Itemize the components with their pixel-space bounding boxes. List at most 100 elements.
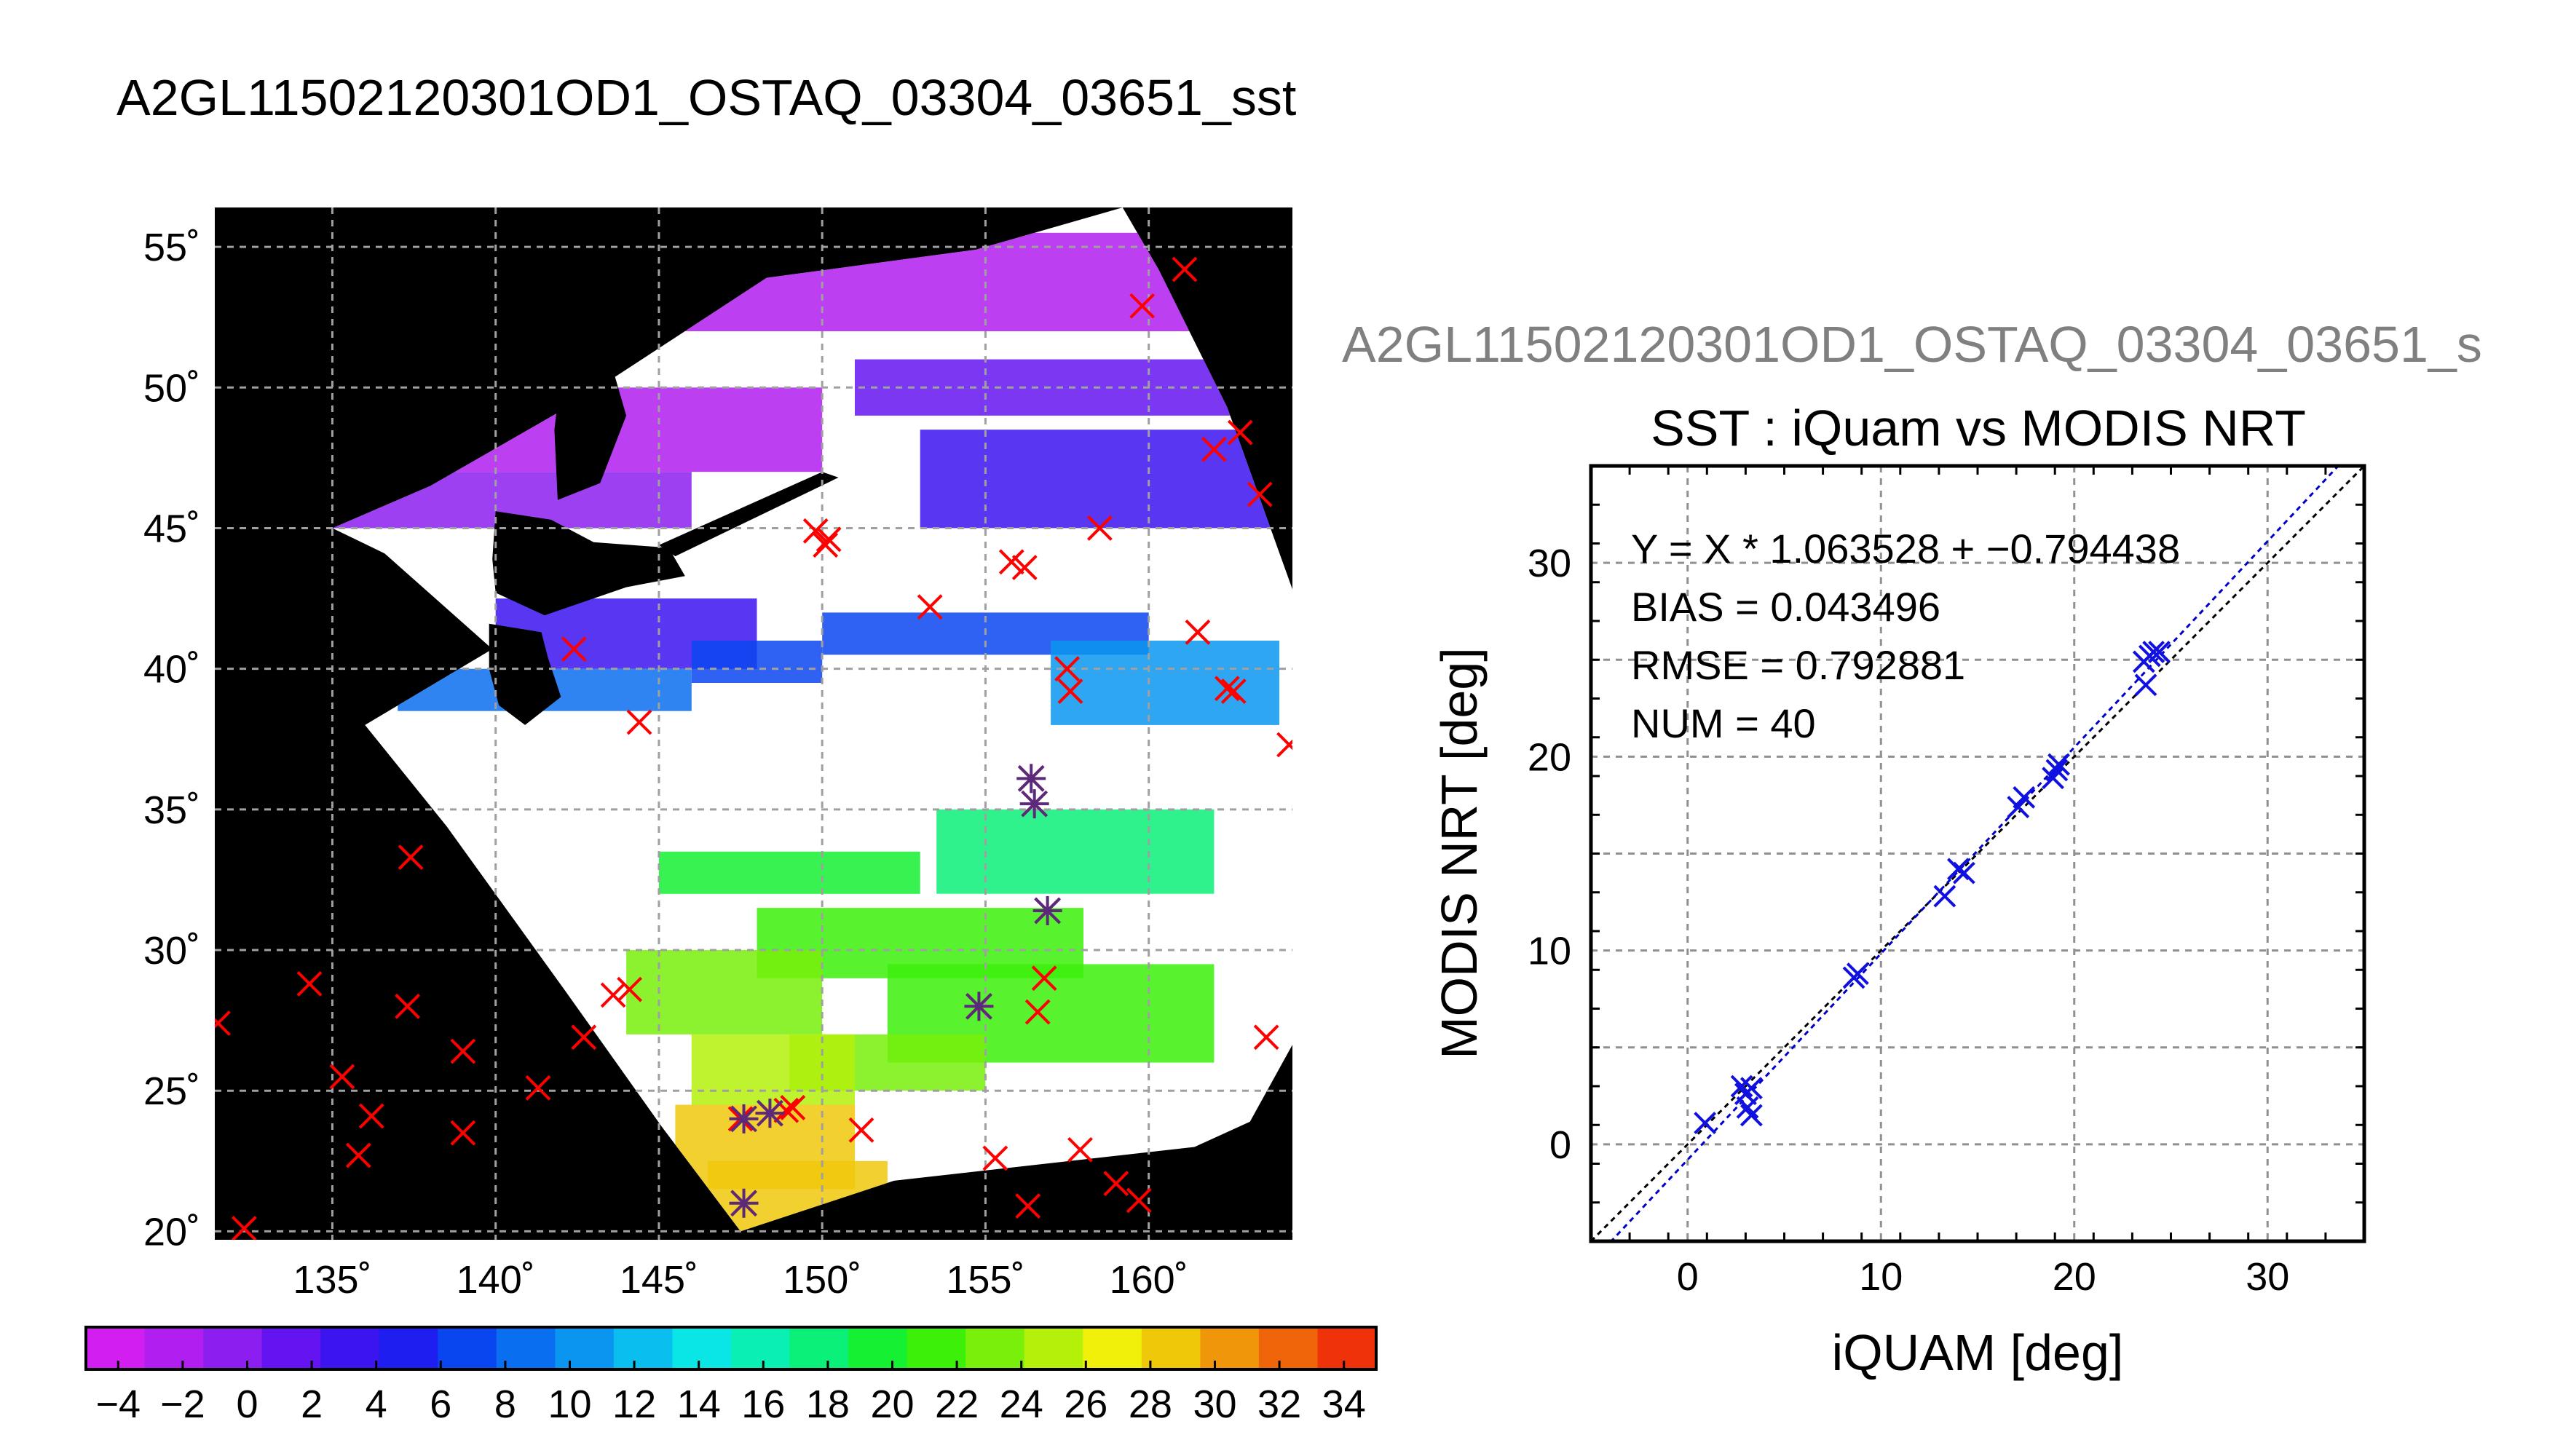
- sst-patch: [691, 641, 823, 683]
- x-tick-label: 20: [2053, 1255, 2096, 1299]
- y-tick-label: 30: [1528, 542, 1571, 585]
- colorbar-swatch: [965, 1327, 1025, 1369]
- matchup-x-marker: [1103, 1171, 1129, 1197]
- scatter-point: [2047, 753, 2070, 776]
- matchup-x-marker: [626, 709, 652, 735]
- matchup-x-marker: [1024, 999, 1051, 1025]
- fit-line: [1609, 466, 2340, 1241]
- lat-tick-label: 50˚: [143, 366, 200, 410]
- matchup-x-marker: [802, 518, 829, 544]
- matchup-x-marker: [1129, 293, 1156, 319]
- matchup-x-marker: [1067, 1136, 1093, 1163]
- y-tick-label: 10: [1528, 930, 1571, 973]
- lat-tick-label: 55˚: [143, 226, 200, 269]
- scatter-suptitle: A2GL11502120301OD1_OSTAQ_03304_03651_s: [1342, 316, 2482, 373]
- matchup-x-marker: [780, 1094, 806, 1120]
- colorbar-tick-label: 6: [430, 1382, 451, 1426]
- colorbar-swatch: [848, 1327, 908, 1369]
- page-title: A2GL11502120301OD1_OSTAQ_03304_03651_sst: [117, 69, 1296, 126]
- matchup-x-marker: [1054, 656, 1080, 682]
- lon-tick-label: 155˚: [946, 1258, 1024, 1302]
- colorbar-swatch: [672, 1327, 732, 1369]
- colorbar-tick-label: −4: [96, 1382, 141, 1426]
- land-mass: [554, 269, 627, 500]
- colorbar-swatch: [731, 1327, 791, 1369]
- lon-tick-label: 160˚: [1110, 1258, 1188, 1302]
- scatter-title: SST : iQuam vs MODIS NRT: [1651, 400, 2306, 456]
- colorbar-swatch: [86, 1327, 146, 1369]
- matchup-x-marker: [450, 1120, 476, 1146]
- scatter-point: [2013, 786, 2036, 809]
- matchup-x-marker: [329, 1064, 355, 1090]
- colorbar-tick-label: 24: [1000, 1382, 1043, 1426]
- matchup-x-marker: [917, 594, 943, 620]
- matchup-x-marker: [1011, 555, 1038, 580]
- colorbar-tick-label: 28: [1129, 1382, 1172, 1426]
- matchup-x-marker: [1276, 739, 1292, 758]
- colorbar-swatch: [1258, 1327, 1319, 1369]
- scatter-grid: [1591, 466, 2364, 1241]
- colorbar-swatch: [438, 1327, 497, 1369]
- land-masks: [489, 269, 839, 725]
- colorbar-swatch: [555, 1327, 615, 1369]
- land-mass: [492, 511, 685, 616]
- colorbar-tick-label: 2: [301, 1382, 323, 1426]
- matchup-x-marker: [398, 844, 424, 870]
- stats-line: RMSE = 0.792881: [1631, 642, 1965, 688]
- matchup-x-marker: [617, 976, 642, 1002]
- scatter-point: [2134, 673, 2157, 697]
- matchup-x-marker: [1185, 620, 1211, 645]
- colorbar-swatch: [320, 1327, 380, 1369]
- colorbar-tick-label: −2: [160, 1382, 205, 1426]
- lon-tick-label: 140˚: [457, 1258, 535, 1302]
- scatter-point: [2142, 641, 2165, 664]
- colorbar-tick-label: 18: [806, 1382, 850, 1426]
- colorbar-tick-label: 16: [741, 1382, 785, 1426]
- matchup-x-marker: [215, 1010, 231, 1029]
- scatter-point: [1846, 962, 1869, 985]
- colorbar-tick-label: 8: [494, 1382, 516, 1426]
- matchup-x-marker: [848, 1117, 874, 1143]
- scatter-point: [2045, 759, 2069, 782]
- lat-tick-label: 35˚: [143, 788, 200, 832]
- scatter-point: [1739, 1077, 1763, 1100]
- map-axes: 135˚ 140˚ 145˚ 150˚ 155˚ 160˚ 55˚ 50˚ 45˚ 40˚ 35˚ 3…: [143, 226, 1188, 1302]
- matchup-x-marker: [1172, 256, 1198, 282]
- colorbar-swatch: [379, 1327, 438, 1369]
- colorbar-tick-label: 32: [1257, 1382, 1301, 1426]
- x-tick-label: 0: [1677, 1255, 1699, 1299]
- matchup-x-marker: [345, 1142, 371, 1168]
- lat-tick-label: 30˚: [143, 929, 200, 973]
- colorbar-tick-label: 12: [612, 1382, 656, 1426]
- colorbar-tick-label: 0: [236, 1382, 258, 1426]
- matchup-x-marker: [296, 970, 323, 997]
- matchup-x-marker: [813, 532, 839, 558]
- lon-tick-label: 135˚: [293, 1258, 371, 1302]
- colorbar-swatch: [613, 1327, 674, 1369]
- matchup-x-marker: [773, 1097, 799, 1123]
- colorbar-tick-label: 22: [935, 1382, 979, 1426]
- colorbar-tick-label: 10: [548, 1382, 591, 1426]
- matchup-x-marker: [1253, 1024, 1279, 1051]
- colorbar-swatch: [1317, 1327, 1377, 1369]
- matchup-x-marker: [1214, 676, 1240, 702]
- lat-tick-label: 45˚: [143, 507, 200, 550]
- matchup-x-marker: [998, 549, 1024, 575]
- matchup-x-marker: [231, 1216, 257, 1240]
- land-mass: [658, 472, 839, 557]
- matchup-x-marker: [561, 636, 587, 662]
- lon-tick-label: 145˚: [620, 1258, 698, 1302]
- sst-patch: [691, 1034, 855, 1105]
- x-tick-label: 30: [2246, 1255, 2289, 1299]
- matchup-x-marker: [1031, 965, 1057, 992]
- identity-line: [1591, 466, 2364, 1241]
- matchup-x-marker: [816, 526, 842, 553]
- lat-tick-label: 20˚: [143, 1210, 200, 1254]
- matchup-x-marker: [395, 993, 421, 1019]
- sst-patch: [626, 950, 823, 1034]
- colorbar-tick-label: 20: [870, 1382, 914, 1426]
- scatter-point: [2148, 641, 2171, 664]
- colorbar-swatch: [1024, 1327, 1083, 1369]
- sst-patch: [920, 430, 1279, 529]
- lon-tick-label: 150˚: [783, 1258, 861, 1302]
